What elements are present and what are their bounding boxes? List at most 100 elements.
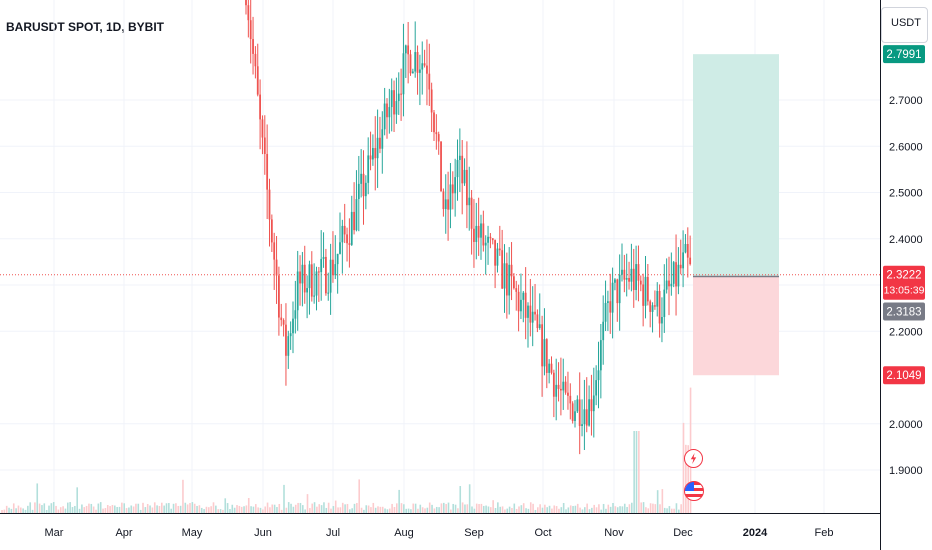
- x-tick-label: Sep: [464, 527, 484, 539]
- volume-bar: [459, 486, 462, 513]
- candle-body: [397, 93, 400, 102]
- volume-bar: [605, 508, 607, 513]
- candle-body: [686, 243, 689, 258]
- volume-bar: [635, 431, 638, 513]
- volume-bar: [306, 494, 309, 513]
- volume-bar: [471, 506, 473, 513]
- volume-bar: [499, 506, 501, 513]
- candle-body: [419, 69, 421, 73]
- volume-bar: [149, 505, 151, 513]
- volume-bar: [245, 505, 248, 513]
- volume-bar: [581, 509, 584, 513]
- volume-bar: [146, 503, 149, 513]
- candle-body: [320, 258, 323, 273]
- candle-body: [372, 148, 374, 160]
- volume-bar: [50, 503, 53, 513]
- volume-bar: [668, 506, 671, 513]
- volume-bar: [532, 503, 534, 513]
- volume-bar: [186, 504, 189, 513]
- candle-body: [376, 137, 379, 159]
- candle-body: [463, 169, 466, 184]
- volume-bar: [118, 506, 121, 513]
- volume-bar: [438, 507, 440, 513]
- candle-body: [501, 250, 504, 289]
- volume-bar: [623, 503, 626, 513]
- volume-bar: [537, 507, 539, 513]
- volume-bar: [111, 504, 114, 513]
- volume-bar: [104, 508, 107, 513]
- volume-bar: [419, 504, 422, 513]
- volume-bar: [222, 509, 224, 513]
- volume-bar: [487, 506, 490, 513]
- volume-bar: [424, 508, 426, 513]
- price-unit[interactable]: USDT: [891, 17, 921, 29]
- volume-bar: [405, 508, 407, 513]
- candle-body: [625, 277, 628, 280]
- candle-body: [623, 269, 626, 280]
- candle-body: [604, 302, 607, 322]
- candle-body: [325, 256, 327, 294]
- volume-bar: [309, 508, 311, 513]
- candle-body: [381, 129, 384, 149]
- volume-bar: [97, 503, 100, 513]
- candle-body: [395, 101, 398, 115]
- candle-body: [689, 257, 692, 265]
- candle-body: [630, 268, 633, 282]
- event-flag-icon[interactable]: [684, 481, 704, 501]
- volume-bar: [560, 507, 563, 513]
- candle-body: [679, 264, 682, 269]
- volume-bar: [506, 508, 509, 513]
- x-tick-label: Oct: [534, 527, 551, 539]
- candle-body: [285, 324, 287, 356]
- candle-body: [256, 66, 259, 95]
- volume-bar: [81, 504, 83, 513]
- volume-bar: [645, 507, 647, 513]
- volume-bar: [323, 502, 325, 513]
- candle-body: [649, 301, 652, 312]
- volume-bar: [257, 507, 259, 513]
- volume-bar: [83, 507, 86, 513]
- volume-bar: [631, 502, 633, 513]
- volume-bar: [64, 508, 67, 513]
- candle-body: [576, 399, 579, 412]
- volume-bar: [661, 489, 664, 513]
- candle-body: [562, 381, 565, 391]
- candle-body: [510, 264, 513, 277]
- candle-body: [404, 45, 407, 54]
- candle-body: [618, 274, 621, 304]
- volume-bar: [128, 507, 130, 513]
- volume-bar: [403, 504, 405, 513]
- volume-bar: [38, 503, 41, 513]
- event-flash-icon[interactable]: [684, 449, 703, 468]
- candle-body: [574, 411, 576, 421]
- candle-body: [515, 288, 518, 292]
- volume-bar: [229, 509, 231, 513]
- volume-bar: [520, 505, 523, 513]
- candle-body: [470, 197, 473, 229]
- volume-bar: [363, 509, 365, 513]
- unit-selector-box[interactable]: [881, 7, 928, 43]
- volume-bar: [414, 503, 417, 513]
- volume-bar: [586, 503, 588, 513]
- candle-body: [374, 148, 377, 159]
- candle-body: [534, 311, 536, 315]
- candle-body: [343, 225, 346, 235]
- candle-body: [289, 333, 292, 337]
- x-tick-label: Apr: [115, 527, 132, 539]
- volume-bar: [290, 503, 292, 513]
- volume-bar: [497, 502, 499, 513]
- candle-body: [637, 264, 640, 281]
- volume-bar: [478, 504, 480, 513]
- candle-body: [245, 0, 247, 6]
- volume-bar: [600, 509, 603, 513]
- y-tick-label: 2.7000: [889, 95, 923, 107]
- volume-bar: [518, 506, 520, 513]
- volume-bar: [163, 505, 165, 513]
- volume-bar: [621, 506, 624, 513]
- chart-title: BARUSDT SPOT, 1D, BYBIT: [6, 20, 165, 34]
- candle-body: [517, 291, 520, 312]
- candle-body: [665, 280, 668, 290]
- volume-bar: [591, 507, 593, 513]
- volume-bar: [513, 503, 516, 513]
